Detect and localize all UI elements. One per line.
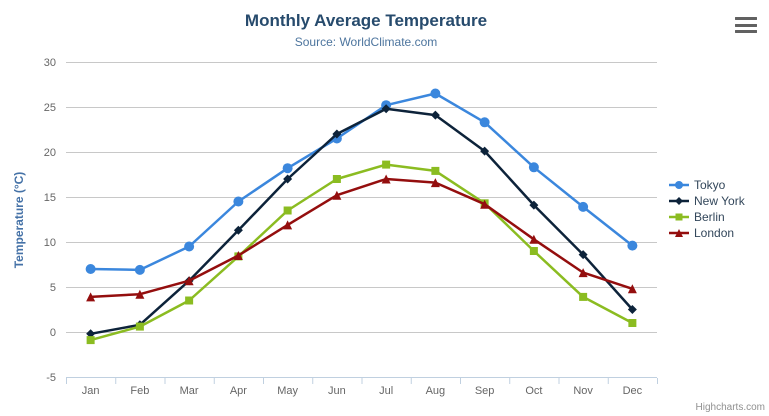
y-axis-label: 30 [44, 57, 56, 69]
legend-label: Berlin [694, 210, 725, 224]
data-point-marker[interactable] [332, 175, 341, 183]
data-point-marker[interactable] [479, 117, 490, 128]
data-point-marker[interactable] [480, 199, 490, 209]
data-point-marker[interactable] [233, 225, 243, 235]
series-line [89, 107, 634, 336]
data-point-marker[interactable] [578, 250, 588, 260]
y-axis-label: 20 [44, 147, 56, 159]
data-point-marker[interactable] [282, 163, 293, 174]
series-line [89, 177, 634, 299]
chart-subtitle: Source: WorldClimate.com [294, 35, 438, 49]
series-london [86, 174, 637, 302]
data-point-marker[interactable] [578, 201, 589, 212]
x-axis-label: Feb [130, 385, 149, 397]
hamburger-menu-icon [735, 17, 757, 20]
data-point-marker[interactable] [381, 104, 391, 114]
y-axis-label: -5 [46, 372, 56, 384]
x-axis-label: Sep [475, 385, 495, 397]
y-axis-label: 5 [50, 282, 56, 294]
data-point-marker[interactable] [86, 336, 95, 345]
data-point-marker[interactable] [627, 305, 637, 314]
x-axis-label: Mar [180, 385, 199, 397]
data-point-marker[interactable] [332, 129, 342, 139]
y-axis-label: 15 [44, 192, 56, 204]
hamburger-menu-icon [735, 23, 757, 27]
data-point-marker[interactable] [430, 110, 440, 120]
data-point-marker[interactable] [627, 240, 638, 251]
data-point-marker[interactable] [283, 206, 292, 215]
data-point-marker[interactable] [184, 276, 194, 286]
hamburger-menu-icon [735, 30, 757, 33]
credits-link[interactable]: Highcharts.com [695, 402, 765, 413]
data-point-marker[interactable] [627, 284, 637, 294]
data-point-marker[interactable] [233, 251, 243, 260]
x-axis-label: Jun [328, 385, 346, 397]
legend-label: Tokyo [694, 178, 726, 192]
legend-item-tokyo[interactable]: Tokyo [669, 177, 745, 193]
data-point-marker[interactable] [332, 190, 342, 200]
chart-title: Monthly Average Temperature [244, 11, 488, 30]
data-point-marker[interactable] [233, 196, 244, 207]
data-point-marker[interactable] [675, 229, 683, 237]
data-point-marker[interactable] [528, 162, 539, 173]
x-axis-label: Aug [426, 385, 446, 397]
data-point-marker[interactable] [431, 166, 440, 175]
legend-item-london[interactable]: London [669, 225, 745, 241]
series-tokyo [85, 88, 638, 275]
diamond-legend-marker-icon [669, 197, 689, 205]
data-point-marker[interactable] [675, 197, 683, 205]
data-point-marker[interactable] [529, 234, 539, 244]
data-point-marker[interactable] [480, 146, 490, 156]
legend-label: New York [694, 194, 745, 208]
export-menu-button[interactable] [733, 15, 759, 35]
x-axis-label: Dec [623, 385, 643, 397]
data-point-marker[interactable] [430, 88, 441, 99]
data-point-marker[interactable] [430, 178, 440, 188]
square-legend-marker-icon [669, 213, 689, 221]
y-axis-label: 10 [44, 237, 56, 249]
data-point-marker[interactable] [134, 264, 145, 275]
x-axis-label: Jan [82, 385, 100, 397]
x-axis-label: Nov [573, 385, 593, 397]
circle-legend-marker-icon [669, 181, 689, 189]
x-axis-label: Oct [525, 385, 542, 397]
data-point-marker[interactable] [283, 220, 293, 230]
triangle-legend-marker-icon [669, 229, 689, 237]
y-axis-label: 0 [50, 327, 56, 339]
data-point-marker[interactable] [529, 247, 538, 255]
data-point-marker[interactable] [382, 160, 391, 169]
data-point-marker[interactable] [135, 289, 145, 299]
data-point-marker[interactable] [283, 174, 293, 184]
data-point-marker[interactable] [86, 292, 96, 302]
data-point-marker[interactable] [578, 268, 588, 278]
data-point-marker[interactable] [135, 322, 144, 331]
series-line [89, 163, 634, 342]
data-point-marker[interactable] [675, 213, 683, 221]
data-point-marker[interactable] [85, 264, 96, 274]
x-axis-label: Jul [379, 385, 393, 397]
data-point-marker[interactable] [184, 241, 195, 252]
data-point-marker[interactable] [675, 181, 683, 189]
data-point-marker[interactable] [579, 292, 588, 301]
data-point-marker[interactable] [185, 296, 194, 305]
legend-label: London [694, 226, 735, 240]
x-axis-label: May [277, 385, 298, 397]
data-point-marker[interactable] [86, 329, 96, 339]
series-new-york [86, 104, 637, 339]
legend: Tokyo New York Berlin London [669, 177, 745, 241]
series-line [89, 92, 634, 272]
legend-item-berlin[interactable]: Berlin [669, 209, 745, 225]
legend-item-new-york[interactable]: New York [669, 193, 745, 209]
x-axis-label: Apr [230, 385, 247, 397]
y-axis-label: 25 [44, 102, 56, 114]
data-point-marker[interactable] [628, 319, 637, 327]
data-point-marker[interactable] [529, 200, 539, 210]
data-point-marker[interactable] [381, 174, 391, 184]
